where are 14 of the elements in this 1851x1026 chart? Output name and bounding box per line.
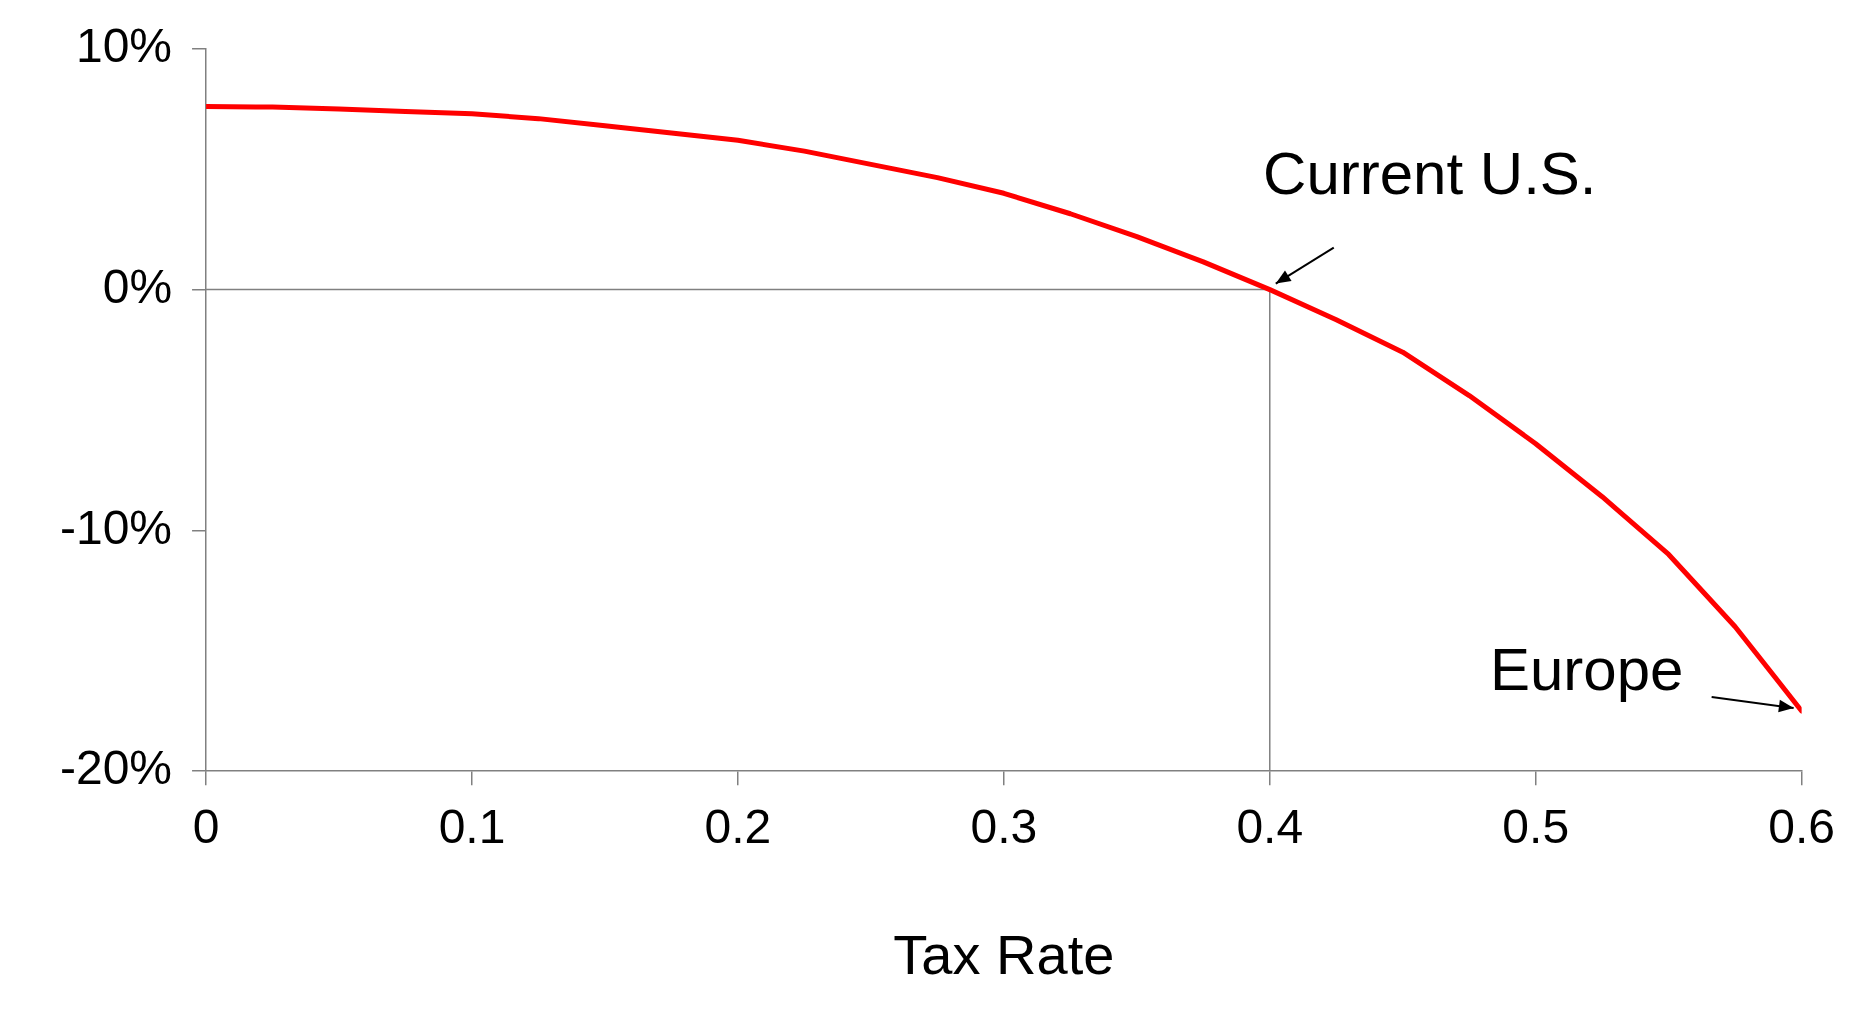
- x-tick-label: 0.5: [1502, 800, 1570, 854]
- annotation: Europe: [1489, 635, 1684, 703]
- x-tick-label: 0.1: [438, 800, 506, 854]
- y-tick-label: -10%: [59, 500, 173, 554]
- y-tick-label: -20%: [59, 741, 173, 795]
- x-tick-label: 0.4: [1236, 800, 1304, 854]
- x-tick-label: 0.2: [704, 800, 772, 854]
- x-axis-title: Tax Rate: [893, 922, 1115, 986]
- y-tick-label: 10%: [75, 19, 173, 73]
- y-tick-label: 0%: [102, 259, 173, 313]
- annotation: Current U.S.: [1263, 140, 1597, 208]
- x-tick-label: 0.6: [1768, 800, 1835, 854]
- x-tick-label: 0: [192, 800, 220, 854]
- x-tick-label: 0.3: [970, 800, 1038, 854]
